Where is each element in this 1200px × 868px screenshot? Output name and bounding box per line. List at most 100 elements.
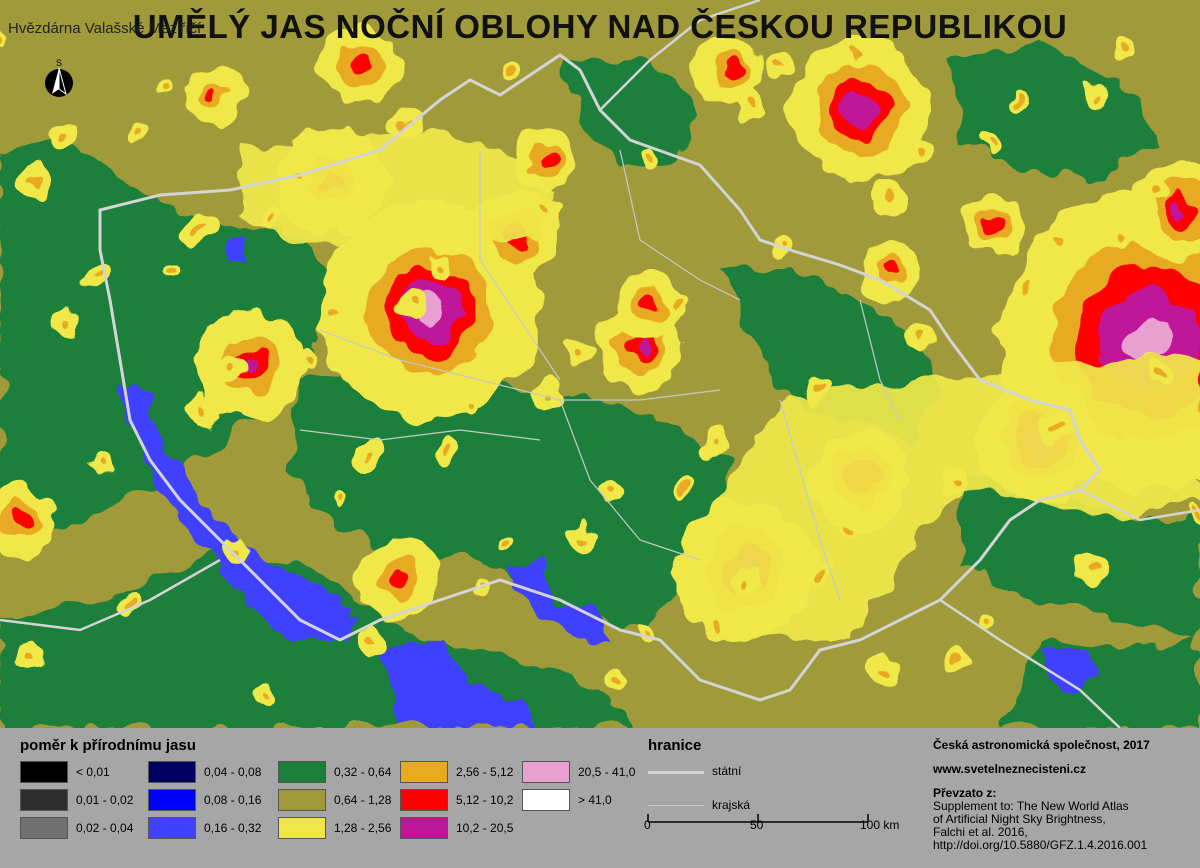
- website-link[interactable]: www.svetelneznecisteni.cz: [933, 762, 1086, 776]
- north-arrow-icon: S: [45, 58, 73, 97]
- town-glow-core: [199, 407, 207, 415]
- brightness-zone-red: [640, 295, 660, 315]
- legend-label: 0,64 - 1,28: [334, 793, 392, 807]
- legend-swatch: [20, 817, 68, 839]
- legend-label: 0,32 - 0,64: [334, 765, 392, 779]
- region-border: [779, 399, 841, 601]
- town-glow-core: [572, 348, 580, 356]
- society-credit: Česká astronomická společnost, 2017: [933, 738, 1150, 752]
- town-glow-core: [1054, 422, 1062, 430]
- town-glow-core: [813, 385, 821, 393]
- town-glow-core: [955, 659, 963, 667]
- legend-swatch: [148, 789, 196, 811]
- state-border: [98, 53, 1102, 702]
- state-border: [939, 598, 1121, 728]
- town-glow-core: [133, 125, 141, 133]
- dark-sky-region: [380, 640, 540, 728]
- town-glow-core: [1049, 237, 1057, 245]
- brightness-zone-magenta: [634, 339, 646, 351]
- state-border: [1079, 488, 1200, 522]
- town-glow-core: [270, 214, 278, 222]
- legend-swatch: [522, 789, 570, 811]
- legend-label: < 0,01: [76, 765, 110, 779]
- low-brightness-region: [0, 140, 330, 540]
- legend-swatch: [20, 789, 68, 811]
- legend-label: 0,16 - 0,32: [204, 821, 262, 835]
- page-title: UMĚLÝ JAS NOČNÍ OBLOHY NAD ČESKOU REPUBL…: [132, 8, 1068, 45]
- legend-swatch: [278, 761, 326, 783]
- town-glow-core: [402, 118, 410, 126]
- source-heading: Převzato z:: [933, 786, 997, 800]
- town-glow-core: [709, 437, 717, 445]
- state-border-swatch: [648, 771, 704, 774]
- town-glow-core: [950, 474, 958, 482]
- town-glow-core: [747, 103, 755, 111]
- brightness-map: [0, 0, 1200, 728]
- legend-swatch: [20, 761, 68, 783]
- town-glow-core: [369, 637, 377, 645]
- region-border: [619, 149, 741, 301]
- legend-label: 2,56 - 5,12: [456, 765, 514, 779]
- town-glow-core: [407, 303, 415, 311]
- town-glow-core: [1191, 511, 1199, 519]
- state-border: [0, 558, 221, 632]
- legend-swatch: [278, 817, 326, 839]
- town-glow-core: [364, 452, 372, 460]
- town-glow-core: [57, 133, 65, 141]
- legend-label: 0,08 - 0,16: [204, 793, 262, 807]
- town-glow-core: [95, 459, 103, 467]
- town-glow-core: [1158, 370, 1166, 378]
- town-glow-core: [336, 496, 344, 504]
- low-brightness-region: [560, 60, 700, 170]
- legend-label: 20,5 - 41,0: [578, 765, 636, 779]
- legend-label: 0,04 - 0,08: [204, 765, 262, 779]
- legend-swatch: [400, 789, 448, 811]
- legend-swatch: [522, 761, 570, 783]
- state-border-label: státní: [712, 764, 742, 778]
- town-glow-core: [161, 81, 169, 89]
- region-border: [559, 399, 701, 561]
- town-glow-core: [435, 259, 443, 267]
- town-glow-core: [1087, 563, 1095, 571]
- legend-label: 0,01 - 0,02: [76, 793, 134, 807]
- brightness-zone-red: [884, 264, 896, 276]
- town-glow-core: [879, 667, 887, 675]
- town-glow-core: [331, 311, 339, 319]
- brightness-zone-red: [987, 217, 1003, 233]
- observatory-name: Hvězdárna Valašské Meziříčí: [8, 20, 202, 37]
- town-glow-core: [610, 674, 618, 682]
- brightness-zone-magenta: [242, 357, 258, 373]
- source-line-1: Supplement to: The New World Atlas: [933, 799, 1129, 813]
- region-border: [299, 429, 541, 441]
- legend-panel: poměr k přírodnímu jasu < 0,01 0,01 - 0,0…: [0, 728, 1200, 868]
- town-glow-core: [1125, 229, 1133, 237]
- dark-sky-region: [1040, 650, 1100, 690]
- dark-sky-region: [120, 380, 360, 640]
- brightness-zone-red: [10, 510, 30, 530]
- town-glow-core: [166, 266, 174, 274]
- scale-tick-0: 0: [644, 818, 651, 832]
- dark-sky-region: [225, 240, 245, 262]
- legend-swatch: [400, 761, 448, 783]
- brightness-zone-red: [720, 60, 740, 80]
- town-glow-core: [775, 59, 783, 67]
- town-glow-core: [1120, 44, 1128, 52]
- town-glow-core: [851, 51, 859, 59]
- town-glow-core: [912, 148, 920, 156]
- brightness-zone-red: [209, 89, 221, 101]
- town-glow-core: [818, 570, 826, 578]
- region-border: [319, 329, 721, 401]
- town-glow-core: [846, 526, 854, 534]
- brightness-zone-magenta: [1172, 202, 1188, 218]
- source-doi-link[interactable]: http://doi.org/10.5880/GFZ.1.4.2016.001: [933, 838, 1148, 852]
- brightness-zone-pink: [1128, 318, 1172, 362]
- town-glow-core: [265, 689, 273, 697]
- scale-bar: [647, 814, 869, 823]
- town-glow-core: [577, 533, 585, 541]
- town-glow-core: [681, 481, 689, 489]
- town-glow-core: [90, 274, 98, 282]
- town-glow-core: [643, 155, 651, 163]
- town-glow-core: [605, 489, 613, 497]
- town-glow-core: [539, 207, 547, 215]
- north-label: S: [56, 58, 62, 68]
